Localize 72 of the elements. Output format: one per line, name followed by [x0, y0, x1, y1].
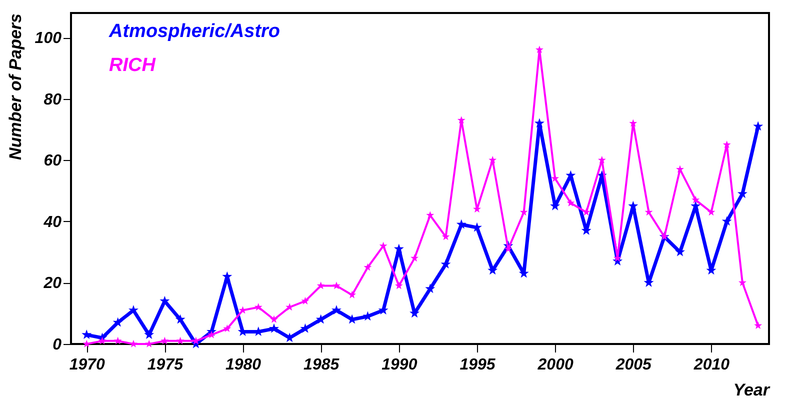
point: [112, 317, 123, 327]
point: [379, 242, 388, 250]
y-axis-title: Number of Papers: [6, 14, 25, 160]
point: [442, 232, 450, 240]
point: [754, 321, 762, 329]
point: [394, 282, 403, 290]
point: [690, 200, 701, 210]
point: [332, 282, 340, 290]
y-tick-label: 20: [42, 275, 62, 292]
point: [440, 259, 451, 269]
point: [644, 208, 653, 216]
point: [675, 246, 685, 256]
text: RICH: [109, 55, 157, 76]
point: [692, 196, 700, 204]
point: [128, 305, 138, 315]
point: [722, 216, 732, 226]
y-tick-label: 40: [42, 214, 62, 231]
point: [238, 306, 247, 314]
y-tick-label: 0: [52, 336, 62, 354]
point: [223, 324, 232, 332]
point: [707, 208, 716, 216]
x-tick-label: 2000: [536, 356, 574, 374]
point: [598, 156, 606, 164]
point: [160, 336, 169, 344]
point: [676, 165, 684, 173]
text: Atmospheric/Astro: [108, 21, 280, 42]
point: [316, 282, 325, 290]
point: [222, 271, 232, 281]
x-tick-label: 1980: [225, 356, 262, 374]
point: [410, 254, 419, 262]
x-tick-label: 1970: [69, 356, 106, 374]
point: [269, 323, 279, 333]
x-tick-label: 2005: [614, 356, 653, 374]
point: [457, 116, 466, 124]
point: [175, 314, 186, 324]
x-tick-label: 1990: [382, 356, 418, 374]
point: [488, 265, 498, 275]
point: [535, 46, 544, 54]
point: [348, 290, 356, 298]
point: [472, 222, 482, 232]
x-tick-label: 2010: [692, 356, 730, 374]
point: [331, 305, 342, 315]
point: [82, 330, 92, 340]
y-tick-label: 80: [44, 91, 62, 108]
point: [301, 296, 310, 304]
point: [176, 336, 184, 344]
point: [753, 121, 764, 131]
x-axis-title: Year: [733, 380, 771, 400]
x-tick-label: 1975: [147, 356, 184, 374]
point: [534, 118, 544, 128]
point: [114, 336, 122, 344]
point: [364, 263, 372, 271]
point: [270, 315, 278, 323]
point: [394, 244, 404, 254]
point: [582, 208, 590, 216]
point: [520, 208, 528, 216]
y-tick-label: 100: [34, 30, 62, 48]
point: [629, 119, 638, 127]
point: [144, 330, 154, 340]
point: [254, 303, 262, 311]
point: [426, 211, 434, 219]
point: [566, 198, 575, 206]
point: [456, 219, 466, 229]
x-tick-label: 1995: [460, 356, 496, 374]
point: [98, 336, 106, 344]
y-tick-label: 60: [44, 152, 62, 170]
point: [566, 170, 576, 180]
point: [425, 284, 436, 294]
x-tick-label: 1985: [304, 356, 340, 374]
point: [722, 140, 731, 148]
point: [628, 200, 638, 210]
point: [488, 156, 497, 164]
